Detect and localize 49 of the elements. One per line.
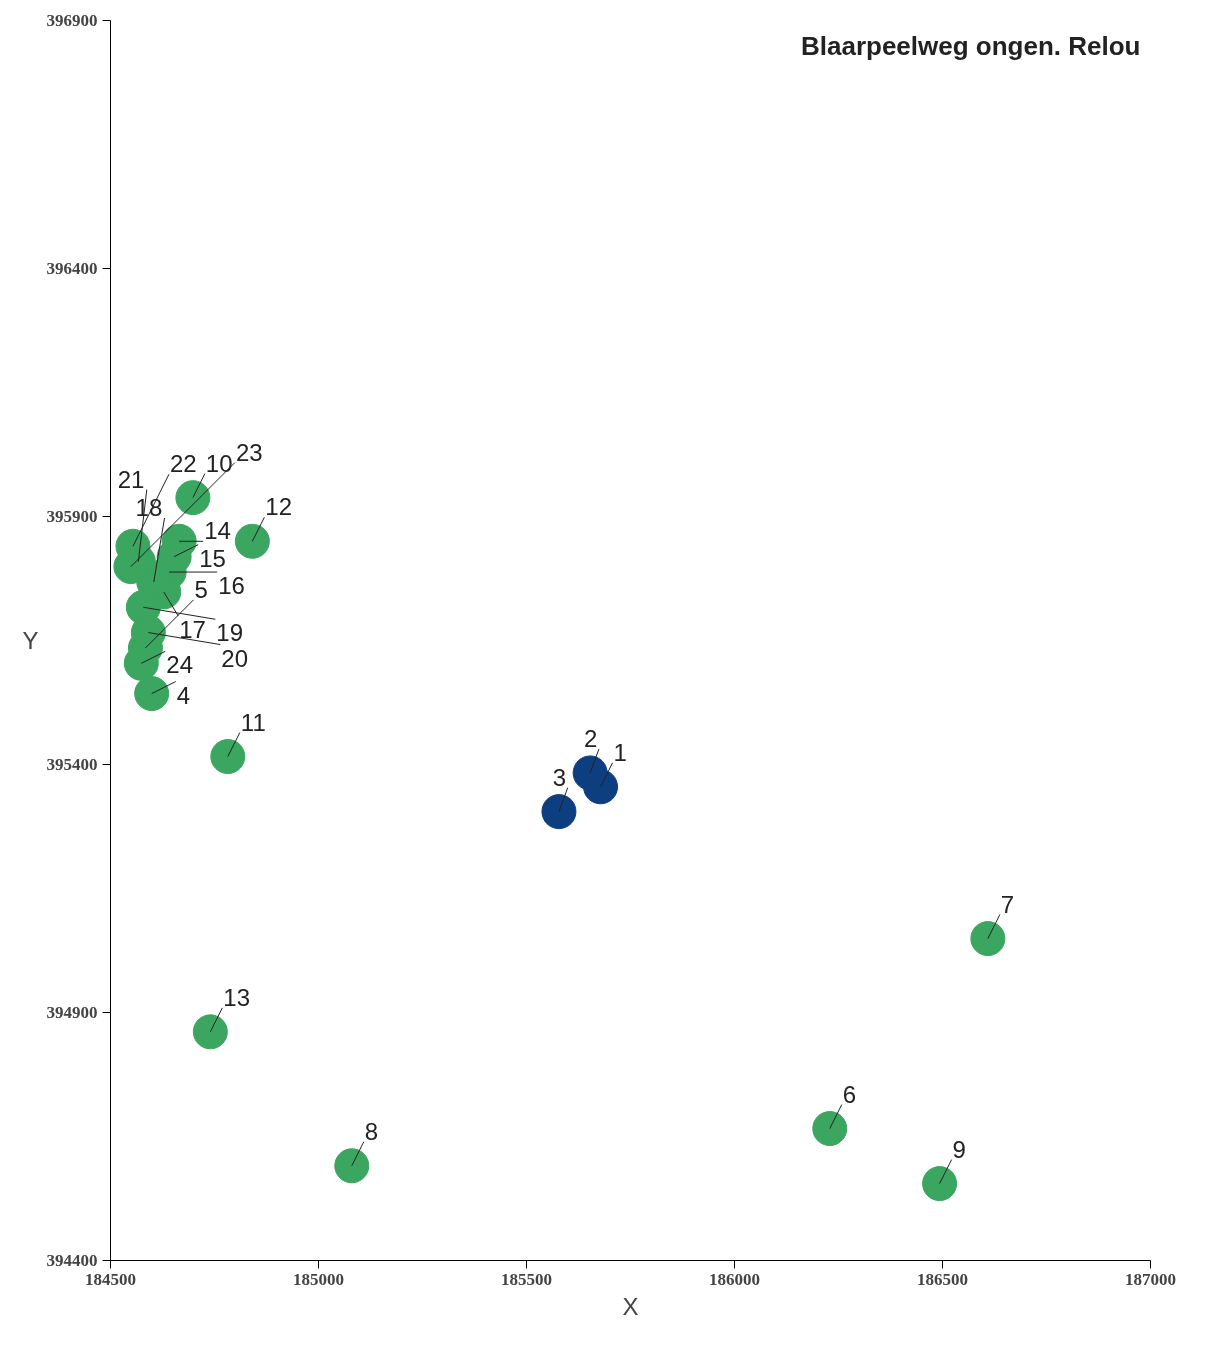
annotation: 19 bbox=[216, 619, 244, 647]
y-tick-label: 396400 bbox=[46, 259, 98, 278]
annotation: 14 bbox=[204, 517, 231, 545]
point bbox=[970, 921, 1006, 957]
x-tick-label: 184500 bbox=[85, 1269, 136, 1289]
x-tick-label: 187000 bbox=[1125, 1269, 1176, 1289]
annotation: 8 bbox=[364, 1117, 379, 1145]
point bbox=[175, 480, 211, 516]
y-tick-label: 396900 bbox=[46, 11, 98, 30]
annotation: 4 bbox=[176, 681, 191, 709]
annotation: 1 bbox=[613, 738, 627, 766]
annotation: 12 bbox=[265, 493, 293, 521]
point bbox=[134, 676, 170, 712]
point bbox=[812, 1111, 848, 1147]
annotation: 17 bbox=[179, 615, 206, 643]
x-axis-title: X bbox=[622, 1292, 639, 1320]
point bbox=[234, 523, 270, 559]
annotation: 22 bbox=[169, 450, 197, 478]
annotation: 2 bbox=[583, 724, 598, 752]
annotation: 20 bbox=[221, 644, 249, 672]
annotation: 15 bbox=[199, 544, 226, 572]
point bbox=[922, 1166, 958, 1202]
y-tick-label: 395900 bbox=[46, 507, 98, 526]
annotation: 11 bbox=[240, 708, 266, 736]
annotation: 9 bbox=[952, 1135, 966, 1163]
point bbox=[192, 1014, 228, 1050]
annotation: 16 bbox=[218, 572, 245, 600]
annotation: 3 bbox=[552, 763, 567, 791]
annotation: 7 bbox=[1000, 890, 1015, 918]
annotation: 21 bbox=[117, 465, 145, 493]
chart-title: Blaarpeelweg ongen. Relou bbox=[800, 30, 1141, 61]
annotation: 23 bbox=[235, 438, 263, 466]
annotation: 6 bbox=[842, 1080, 857, 1108]
annotation: 10 bbox=[205, 449, 233, 477]
x-tick-label: 185500 bbox=[501, 1269, 552, 1289]
x-tick-label: 186000 bbox=[709, 1269, 760, 1289]
y-tick-label: 395400 bbox=[46, 755, 98, 774]
x-tick-label: 185000 bbox=[293, 1269, 344, 1289]
y-tick-label: 394400 bbox=[46, 1251, 98, 1270]
point bbox=[210, 739, 246, 775]
point bbox=[334, 1148, 370, 1184]
y-axis-title: Y bbox=[22, 627, 39, 654]
annotation: 24 bbox=[166, 651, 193, 679]
point bbox=[572, 755, 608, 791]
annotation: 5 bbox=[194, 575, 208, 603]
y-tick-label: 394900 bbox=[46, 1003, 98, 1022]
x-tick-label: 186500 bbox=[917, 1269, 968, 1289]
annotation: 13 bbox=[223, 983, 251, 1011]
point bbox=[541, 794, 577, 830]
